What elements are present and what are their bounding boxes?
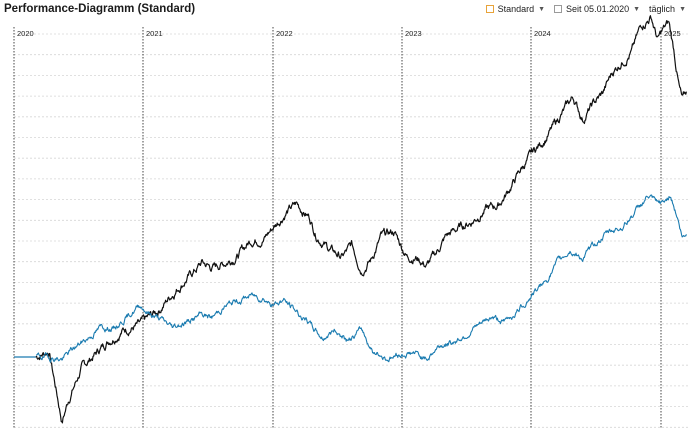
year-label: 2021 (146, 29, 163, 38)
year-label: 2022 (276, 29, 293, 38)
calendar-icon (554, 5, 563, 13)
interval-dropdown[interactable]: täglich ▼ (649, 4, 686, 14)
year-label: 2020 (17, 29, 34, 38)
standard-icon (485, 5, 494, 13)
since-dropdown[interactable]: Seit 05.01.2020 ▼ (554, 4, 640, 14)
chart-grid (14, 33, 690, 428)
standard-label: Standard (497, 4, 535, 14)
year-label: 2023 (405, 29, 422, 38)
series-line-blue (36, 194, 687, 363)
year-markers: 2020 2021 2022 2023 2024 2025 (13, 27, 681, 429)
year-label: 2025 (664, 29, 681, 38)
chart-series (14, 15, 687, 424)
chart-title: Performance-Diagramm (Standard) (4, 3, 196, 15)
chart-controls: Standard ▼ Seit 05.01.2020 ▼ täglich ▼ (477, 4, 686, 14)
interval-label: täglich (649, 4, 676, 14)
series-line-black (35, 15, 687, 424)
chevron-down-icon: ▼ (633, 5, 641, 13)
chevron-down-icon: ▼ (538, 5, 546, 13)
chevron-down-icon: ▼ (679, 5, 686, 13)
standard-dropdown[interactable]: Standard ▼ (485, 4, 546, 14)
year-label: 2024 (534, 29, 551, 38)
since-label: Seit 05.01.2020 (566, 4, 630, 14)
